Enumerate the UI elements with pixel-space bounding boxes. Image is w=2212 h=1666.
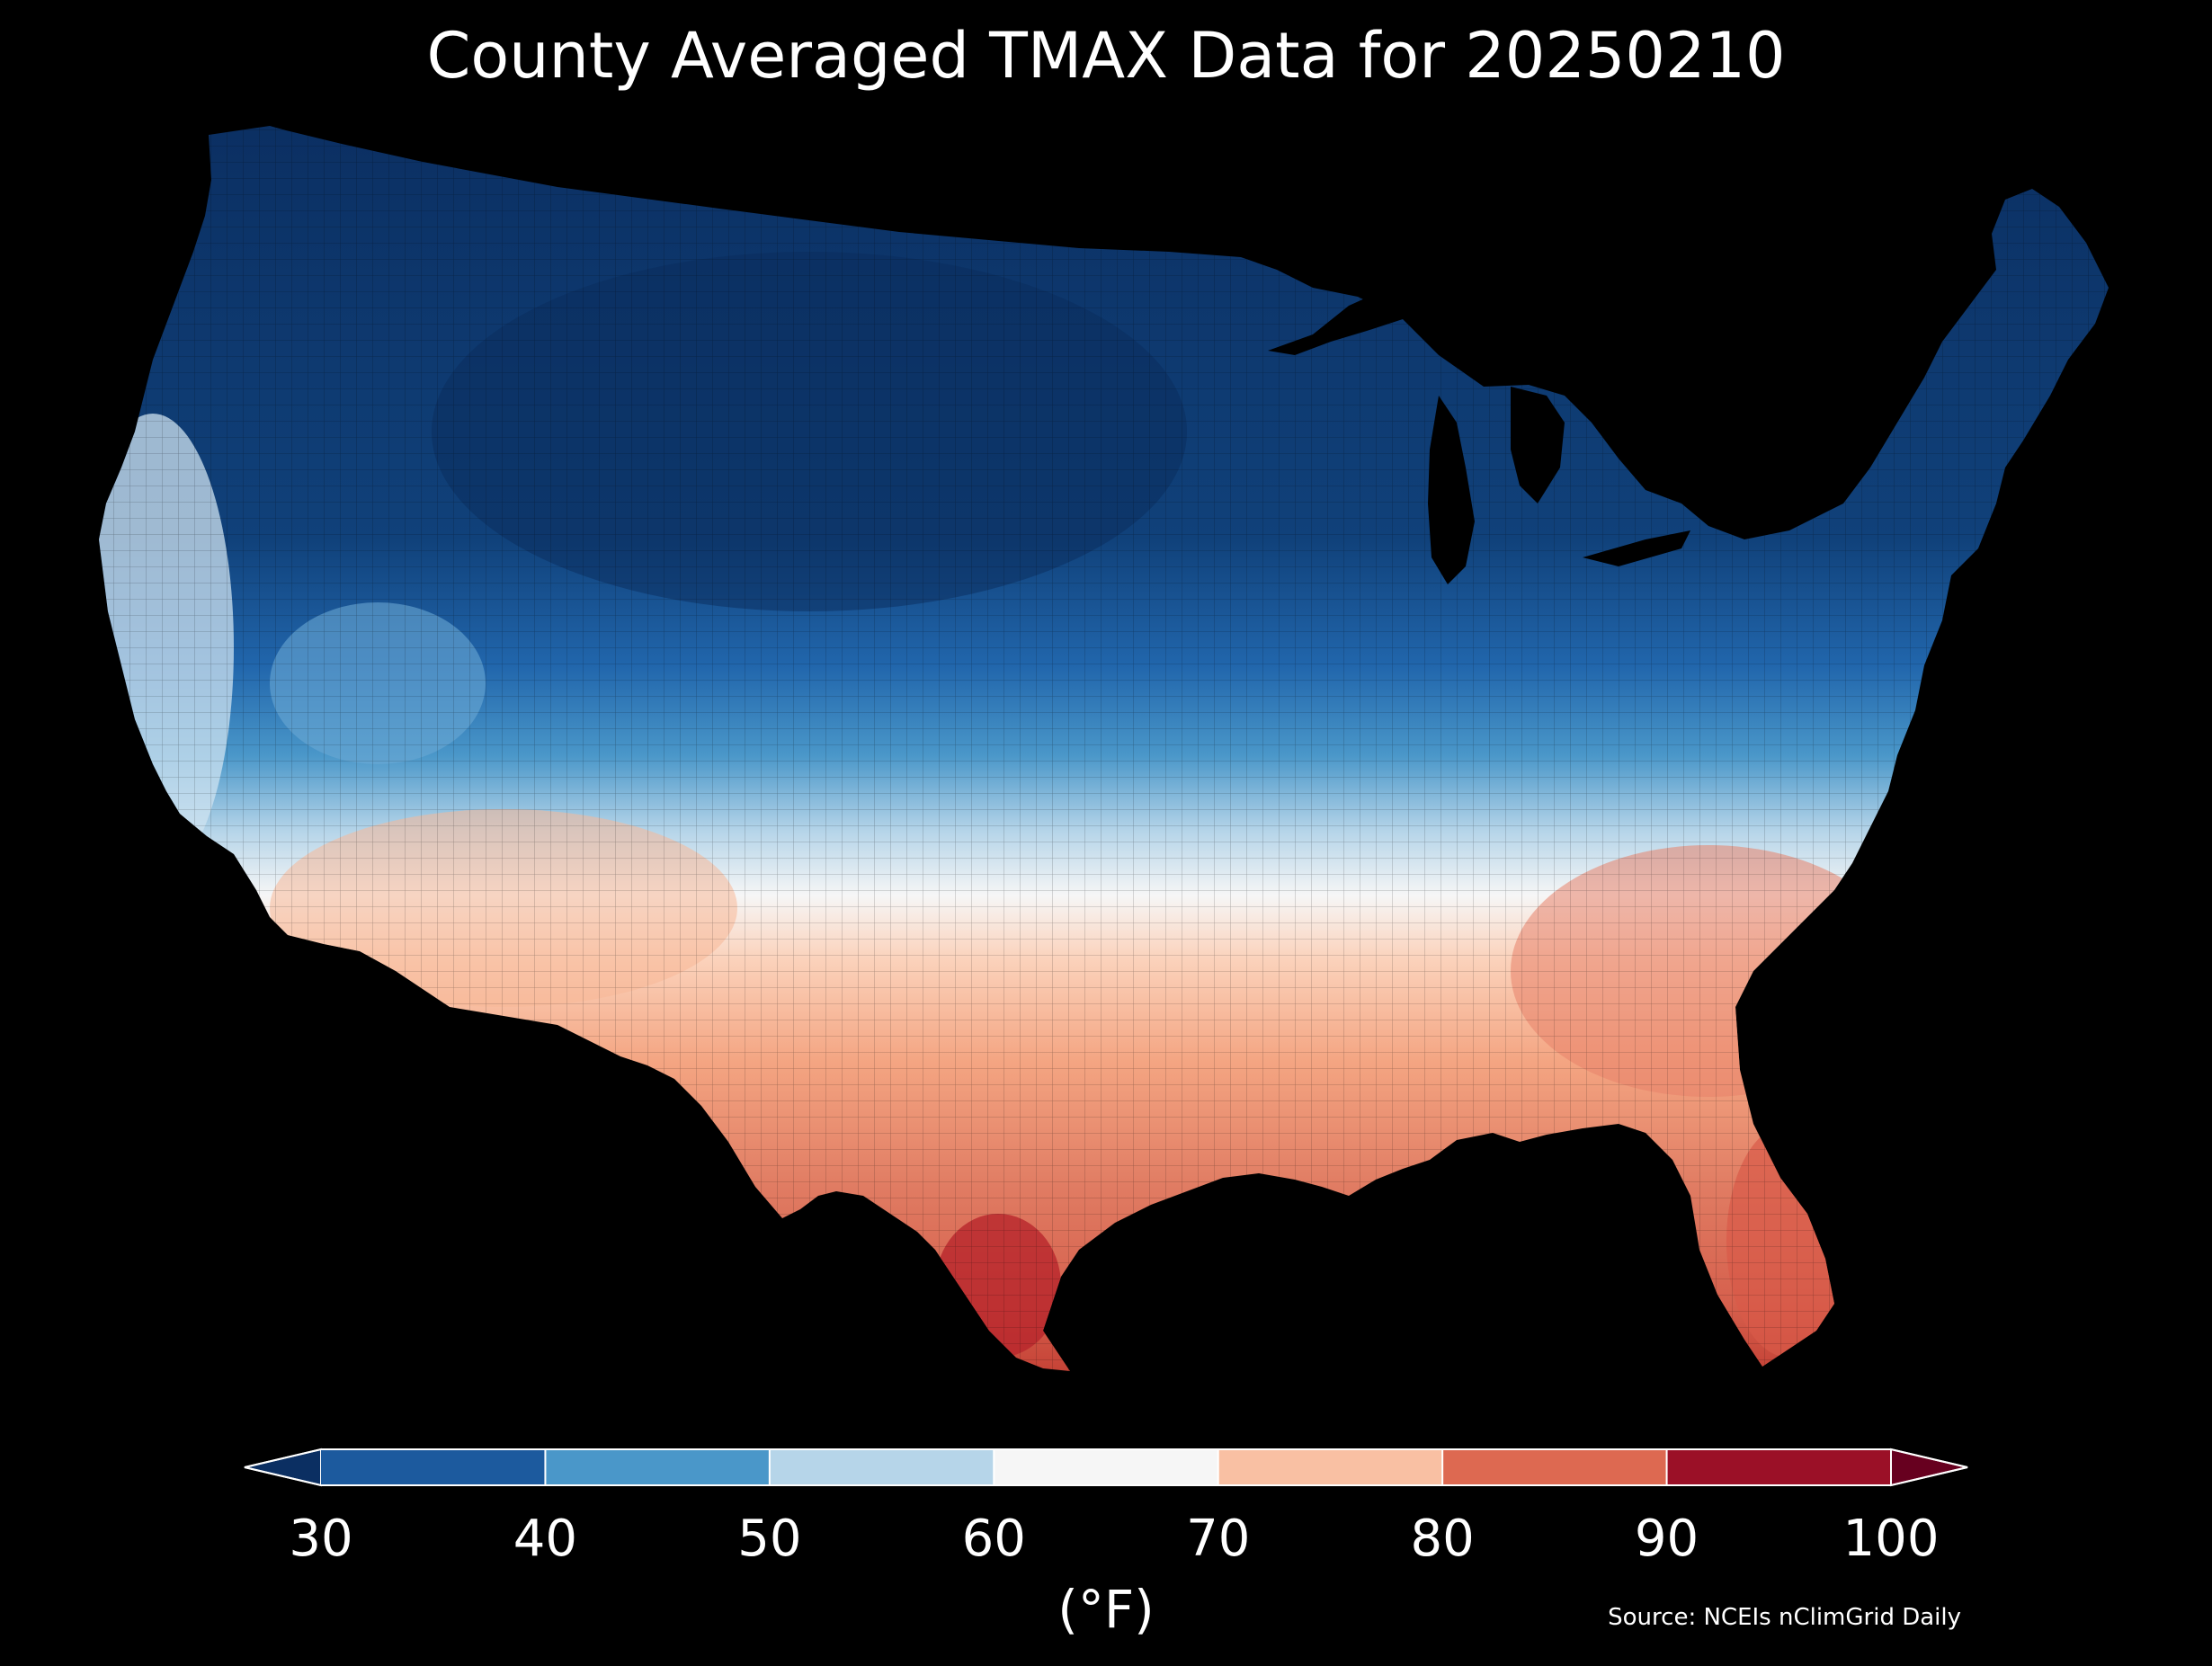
- lake-superior: [1268, 290, 1421, 355]
- colorbar-bin-70-80: [1217, 1449, 1443, 1485]
- colorbar: [244, 1448, 1968, 1487]
- colorbar-tick-90: 90: [1634, 1510, 1699, 1568]
- colorbar-bin-50-60: [769, 1449, 995, 1485]
- lake-michigan: [1428, 396, 1475, 584]
- colorbar-bins: [321, 1449, 1891, 1485]
- great-lakes: [1268, 290, 1789, 584]
- colorbar-bin-80-90: [1442, 1449, 1667, 1485]
- lake-ontario: [1708, 494, 1789, 514]
- lake-erie: [1583, 530, 1690, 566]
- colorbar-tick-60: 60: [961, 1510, 1026, 1568]
- colorbar-outline: [244, 1448, 1968, 1486]
- colorbar-unit-label: (°F): [1057, 1579, 1155, 1640]
- map-title: County Averaged TMAX Data for 20250210: [426, 19, 1786, 93]
- colorbar-bin-60-70: [994, 1449, 1218, 1485]
- lake-huron: [1511, 387, 1565, 503]
- colorbar-tick-100: 100: [1842, 1510, 1940, 1568]
- colorbar-tick-40: 40: [513, 1510, 578, 1568]
- colorbar-tick-80: 80: [1410, 1510, 1475, 1568]
- colorbar-under-arrow: [244, 1448, 322, 1487]
- colorbar-bin-90-100: [1666, 1449, 1891, 1485]
- us-temperature-map: [99, 126, 2109, 1371]
- colorbar-over-arrow: [1890, 1448, 1968, 1487]
- county-borders: [99, 126, 2109, 1371]
- colorbar-bin-30-40: [321, 1449, 546, 1485]
- colorbar-tick-50: 50: [737, 1510, 802, 1568]
- colorbar-tick-30: 30: [289, 1510, 353, 1568]
- source-note: Source: NCEIs nClimGrid Daily: [1608, 1604, 1961, 1631]
- colorbar-bin-40-50: [545, 1449, 770, 1485]
- colorbar-tick-70: 70: [1186, 1510, 1251, 1568]
